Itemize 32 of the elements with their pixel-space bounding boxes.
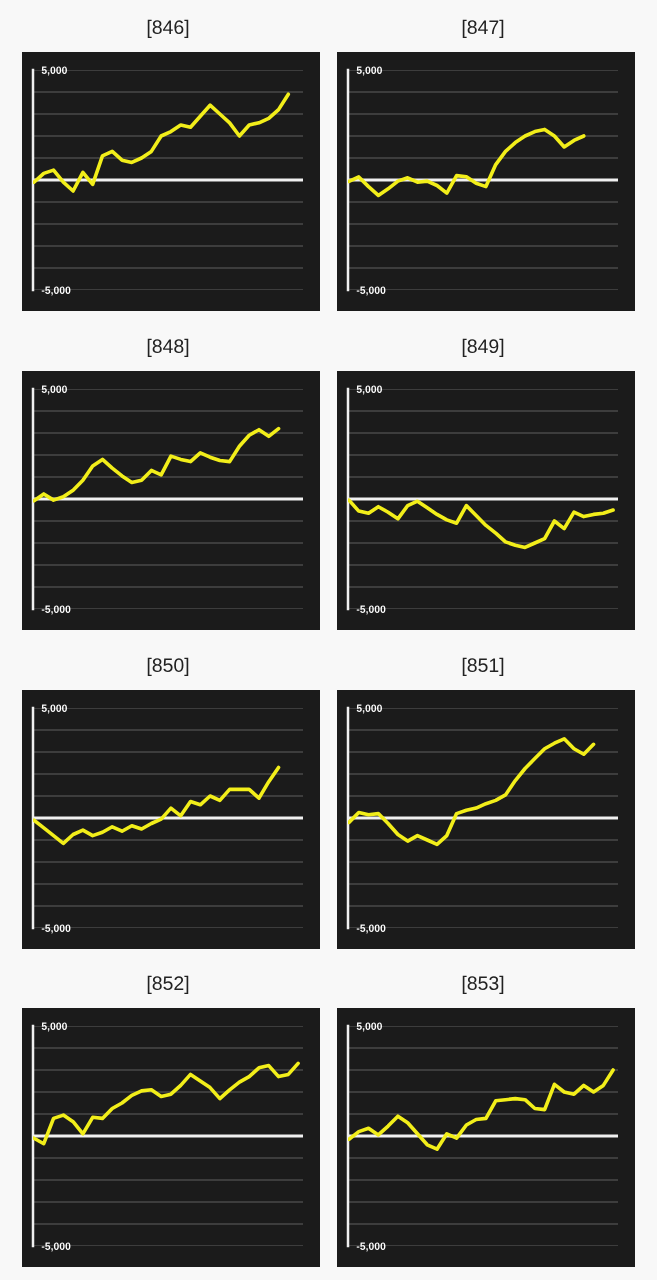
y-tick-label: -5,000 bbox=[41, 924, 71, 934]
line-series bbox=[348, 736, 596, 847]
y-tick-label: -5,000 bbox=[41, 605, 71, 615]
y-tick-label: -5,000 bbox=[356, 924, 386, 934]
y-tick-label: 5,000 bbox=[41, 66, 67, 76]
y-tick-label: 5,000 bbox=[41, 385, 67, 395]
y-tick-label: 5,000 bbox=[356, 704, 382, 714]
y-tick-label: -5,000 bbox=[41, 1242, 71, 1252]
y-tick-label: -5,000 bbox=[41, 286, 71, 296]
chart-title: [846] bbox=[147, 19, 189, 38]
line-series bbox=[33, 765, 281, 846]
y-tick-label: 5,000 bbox=[356, 66, 382, 76]
y-tick-label: 5,000 bbox=[41, 1022, 67, 1032]
chart-title: [850] bbox=[147, 657, 189, 676]
chart-title: [849] bbox=[462, 338, 504, 357]
line-series bbox=[348, 498, 615, 550]
y-tick-label: -5,000 bbox=[356, 286, 386, 296]
chart-title: [853] bbox=[462, 975, 504, 994]
line-series bbox=[33, 426, 281, 503]
chart-title: [848] bbox=[147, 338, 189, 357]
y-tick-label: 5,000 bbox=[356, 1022, 382, 1032]
y-tick-label: -5,000 bbox=[356, 605, 386, 615]
y-tick-label: -5,000 bbox=[356, 1242, 386, 1252]
line-series bbox=[348, 127, 586, 198]
y-tick-label: 5,000 bbox=[356, 385, 382, 395]
line-series bbox=[348, 1068, 615, 1152]
y-tick-label: 5,000 bbox=[41, 704, 67, 714]
chart-title: [847] bbox=[462, 19, 504, 38]
line-series bbox=[33, 1061, 300, 1146]
chart-title: [851] bbox=[462, 657, 504, 676]
chart-title: [852] bbox=[147, 975, 189, 994]
line-series bbox=[33, 92, 291, 193]
